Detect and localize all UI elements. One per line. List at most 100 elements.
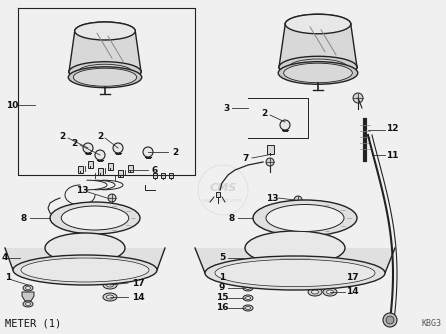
Text: 9: 9 (219, 284, 225, 293)
Bar (169, 173, 173, 178)
Ellipse shape (78, 64, 132, 79)
Ellipse shape (311, 290, 318, 294)
Ellipse shape (25, 303, 30, 306)
Polygon shape (22, 292, 34, 301)
Polygon shape (69, 31, 141, 72)
Text: METER (1): METER (1) (5, 318, 61, 328)
Text: 16: 16 (216, 304, 228, 313)
Ellipse shape (103, 293, 117, 301)
Circle shape (83, 143, 93, 153)
Ellipse shape (45, 233, 125, 263)
Text: 15: 15 (216, 294, 228, 303)
Ellipse shape (73, 68, 136, 86)
Circle shape (108, 194, 116, 202)
Ellipse shape (326, 278, 334, 282)
Ellipse shape (308, 288, 322, 296)
Ellipse shape (245, 287, 251, 290)
Ellipse shape (21, 258, 149, 282)
Bar (88, 161, 93, 167)
Text: 7: 7 (243, 154, 249, 163)
Ellipse shape (243, 295, 253, 301)
Text: 10: 10 (6, 101, 18, 110)
Text: 13: 13 (266, 193, 278, 202)
Text: 6: 6 (152, 166, 158, 174)
Ellipse shape (69, 62, 141, 82)
Ellipse shape (266, 204, 344, 231)
Ellipse shape (61, 206, 129, 230)
Polygon shape (5, 248, 165, 270)
Ellipse shape (50, 202, 140, 234)
Text: 3: 3 (223, 104, 229, 113)
Text: 14: 14 (346, 288, 358, 297)
Circle shape (266, 158, 274, 166)
Ellipse shape (253, 200, 357, 236)
Text: www.cmsnl.com: www.cmsnl.com (203, 197, 243, 202)
Text: 17: 17 (132, 279, 145, 288)
Ellipse shape (107, 283, 113, 287)
Ellipse shape (326, 290, 334, 294)
Circle shape (280, 120, 290, 130)
Ellipse shape (243, 305, 253, 311)
Text: 4: 4 (2, 254, 8, 263)
Text: 1: 1 (219, 274, 225, 283)
Bar (216, 192, 220, 197)
Ellipse shape (103, 281, 117, 289)
Polygon shape (195, 248, 395, 273)
Circle shape (143, 147, 153, 157)
Ellipse shape (68, 67, 142, 88)
Circle shape (113, 143, 123, 153)
Text: 2: 2 (97, 132, 103, 141)
Text: 8: 8 (229, 213, 235, 222)
Ellipse shape (289, 59, 347, 75)
Ellipse shape (243, 275, 253, 281)
Ellipse shape (284, 63, 352, 83)
Text: 2: 2 (71, 139, 77, 148)
Text: 1: 1 (5, 274, 11, 283)
Text: 14: 14 (132, 293, 145, 302)
Bar (78, 166, 83, 172)
Circle shape (383, 313, 397, 327)
Ellipse shape (75, 22, 135, 40)
Ellipse shape (205, 256, 385, 290)
Circle shape (198, 165, 248, 215)
Text: 5: 5 (219, 254, 225, 263)
Ellipse shape (311, 278, 318, 282)
Ellipse shape (245, 231, 345, 265)
Ellipse shape (323, 276, 337, 284)
Ellipse shape (13, 255, 157, 285)
Circle shape (386, 316, 394, 324)
Ellipse shape (245, 307, 251, 310)
Ellipse shape (308, 276, 322, 284)
Ellipse shape (23, 285, 33, 291)
Text: 11: 11 (386, 151, 398, 160)
Ellipse shape (323, 288, 337, 296)
Bar (118, 170, 123, 176)
Text: 13: 13 (76, 185, 88, 194)
Circle shape (294, 196, 302, 204)
Text: 12: 12 (386, 124, 398, 133)
Ellipse shape (279, 56, 357, 78)
Ellipse shape (285, 14, 351, 34)
Ellipse shape (245, 297, 251, 300)
Circle shape (353, 93, 363, 103)
Ellipse shape (69, 62, 141, 82)
Text: 17: 17 (346, 274, 358, 283)
Bar (267, 145, 274, 154)
Ellipse shape (23, 301, 33, 307)
Ellipse shape (278, 62, 358, 84)
Text: 2: 2 (59, 132, 65, 141)
Circle shape (95, 150, 105, 160)
Ellipse shape (279, 56, 357, 78)
Text: 8: 8 (21, 213, 27, 222)
Bar (153, 173, 157, 178)
Bar (98, 168, 103, 174)
Text: KBG3: KBG3 (421, 319, 441, 328)
Text: 2: 2 (172, 148, 178, 157)
Ellipse shape (215, 260, 375, 287)
Bar (161, 173, 165, 178)
Text: CMS: CMS (209, 183, 237, 193)
Polygon shape (279, 24, 357, 67)
Ellipse shape (107, 295, 113, 299)
Bar (108, 163, 113, 169)
Ellipse shape (245, 277, 251, 280)
